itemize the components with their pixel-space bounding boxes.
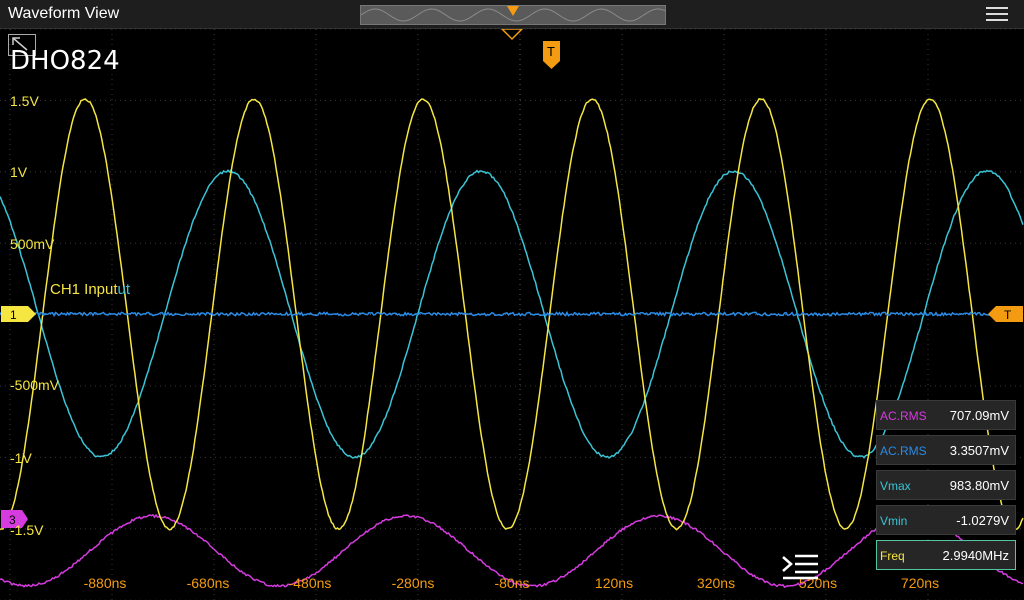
channel-label[interactable]: CH1 Inputut (50, 281, 130, 298)
ch1-trace (0, 99, 1023, 530)
vertical-label: 500mV (10, 236, 54, 252)
waveform-plot[interactable]: 1 3 T T (0, 29, 1024, 600)
device-model: DHO824 (10, 46, 120, 76)
time-label: 720ns (880, 575, 960, 591)
measurement-ac-rms-ch3[interactable]: AC.RMS 707.09mV (876, 400, 1016, 430)
time-label: 120ns (574, 575, 654, 591)
trigger-position-marker[interactable] (507, 6, 519, 16)
ch4-trace (0, 312, 1023, 315)
measurement-freq[interactable]: Freq 2.9940MHz (876, 540, 1016, 570)
waveform-overview-bar[interactable] (360, 5, 666, 25)
window-title: Waveform View (8, 5, 119, 23)
trigger-level-label: T (1004, 308, 1012, 322)
measurement-ac-rms-ch4[interactable]: AC.RMS 3.3507mV (876, 435, 1016, 465)
vertical-label: -1.5V (10, 522, 43, 538)
title-bar: Waveform View (0, 0, 1024, 29)
measurement-vmax[interactable]: Vmax 983.80mV (876, 470, 1016, 500)
hamburger-menu-icon[interactable] (986, 7, 1008, 21)
measurement-vmin[interactable]: Vmin -1.0279V (876, 505, 1016, 535)
vertical-label: -500mV (10, 377, 59, 393)
ch1-offset-marker[interactable] (1, 306, 36, 322)
vertical-label: -1V (10, 450, 32, 466)
trigger-offset-marker[interactable] (502, 29, 522, 39)
measurement-panel: AC.RMS 707.09mV AC.RMS 3.3507mV Vmax 983.80… (876, 400, 1016, 575)
time-label: -880ns (65, 575, 145, 591)
vertical-label: 1V (10, 164, 27, 180)
time-label: -480ns (270, 575, 350, 591)
overview-wave (361, 6, 665, 24)
ch1-marker-label: 1 (10, 308, 17, 322)
time-label: -680ns (168, 575, 248, 591)
time-label: -280ns (373, 575, 453, 591)
list-scroll-icon[interactable] (780, 552, 820, 580)
time-label: -80ns (472, 575, 552, 591)
time-label: 320ns (676, 575, 756, 591)
trigger-time-label: T (547, 44, 555, 59)
vertical-label: 1.5V (10, 93, 39, 109)
